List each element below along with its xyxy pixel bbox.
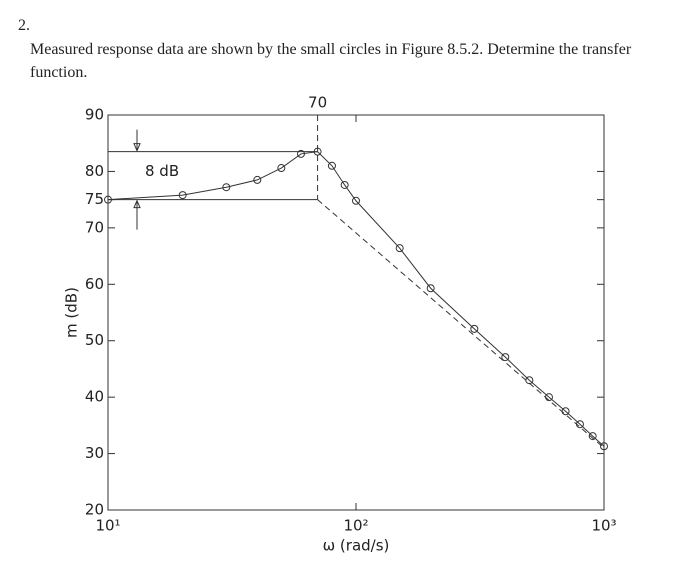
data-point (588, 432, 597, 441)
data-point (426, 284, 435, 293)
y-tick-label: 60 (85, 275, 104, 293)
problem-number: 2. (18, 17, 30, 34)
data-point (222, 183, 231, 192)
asymptote (317, 199, 605, 449)
data-point (253, 175, 262, 184)
x-axis-label: ω (rad/s) (323, 537, 390, 555)
problem-text-box: Measured response data are shown by the … (30, 41, 632, 81)
arrow-head (133, 199, 141, 209)
arrow-head (133, 143, 141, 152)
data-point (340, 180, 349, 189)
data-point (178, 191, 187, 200)
y-axis-label: m (dB) (63, 287, 81, 338)
problem-text: Measured response data are shown by the … (30, 41, 632, 81)
y-tick-label: 75 (85, 190, 104, 208)
x-tick-label: 10³ (591, 517, 616, 535)
data-point (525, 376, 534, 385)
x-tick-label: 10¹ (95, 517, 120, 535)
plot-frame (107, 114, 605, 511)
data-point (561, 407, 570, 416)
data-point (352, 196, 360, 205)
data-point (313, 147, 322, 156)
data-point (296, 149, 305, 158)
data-point (600, 442, 608, 451)
data-point (277, 164, 286, 173)
y-tick-label: 50 (85, 331, 104, 349)
data-point (395, 244, 404, 253)
data-point (104, 195, 112, 204)
data-point (544, 393, 553, 402)
x-tick-label: 10² (343, 517, 368, 535)
gap-label: 8 dB (145, 162, 179, 180)
data-point (470, 324, 479, 333)
corner-label: 70 (308, 94, 327, 112)
data-point (327, 161, 336, 170)
data-point (501, 353, 510, 362)
data-line (107, 151, 605, 447)
y-tick-label: 30 (85, 444, 104, 462)
y-tick-label: 40 (85, 388, 104, 406)
y-tick-label: 90 (85, 106, 104, 124)
data-point (575, 420, 584, 429)
y-tick-label: 80 (85, 162, 104, 180)
y-tick-label: 70 (85, 218, 104, 236)
y-tick-label: 20 (85, 501, 104, 519)
